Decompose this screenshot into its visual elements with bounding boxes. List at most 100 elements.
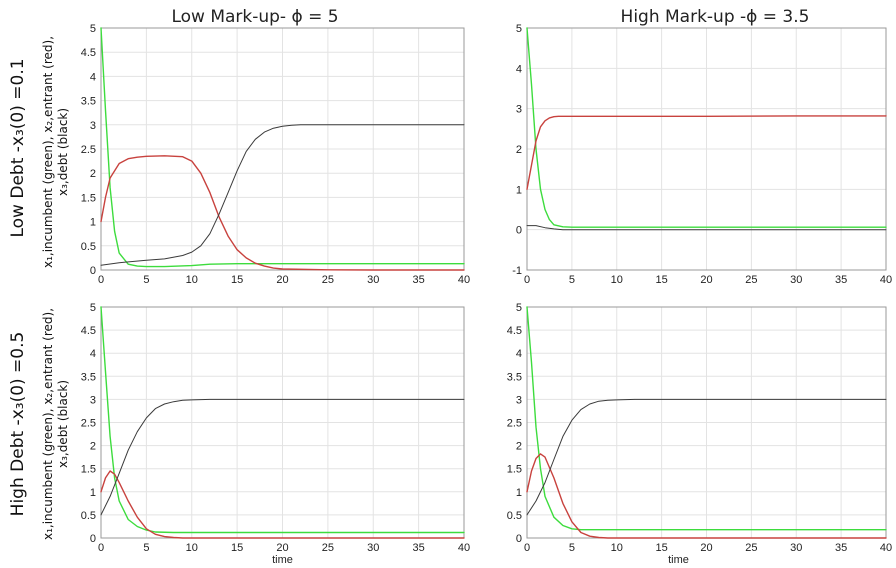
y-tick-label: 5 — [516, 23, 522, 35]
row-title-high-debt: High Debt -x₃(0) =0.5 — [8, 332, 28, 517]
x-tick-label: 5 — [569, 542, 575, 554]
x-tick-label: 35 — [835, 274, 847, 286]
x-tick-label: 30 — [367, 274, 379, 286]
entrant-line — [100, 470, 465, 539]
y-tick-label: 0.5 — [507, 510, 522, 522]
x-tick-label: 0 — [98, 274, 104, 286]
x-tick-label: 20 — [276, 542, 288, 554]
x-tick-label: 20 — [276, 274, 288, 286]
x-tick-label: 15 — [656, 542, 668, 554]
x-tick-label: 40 — [458, 274, 470, 286]
x-tick-label: 15 — [231, 542, 243, 554]
x-tick-label: 20 — [700, 542, 712, 554]
incumbent-line — [100, 306, 465, 534]
panel-low-markup-high-debt: 0 5 10 15 20 25 30 35 40 0 0.5 1 1.5 2 2.5 3 3.5 4 4.5 5 tim… — [81, 302, 470, 566]
x-tick-label: 15 — [656, 274, 668, 286]
y-tick-label: 3.5 — [81, 96, 96, 108]
y-tick-label: 0 — [516, 225, 522, 237]
y-tick-label: 1 — [516, 184, 522, 196]
x-tick-label: 10 — [611, 542, 623, 554]
y-tick-label: -1 — [512, 265, 522, 277]
y-tick-label: 1.5 — [81, 192, 96, 204]
debt-line — [526, 398, 887, 516]
y-tick-label: 4.5 — [81, 47, 96, 59]
y-tick-label: 3 — [90, 394, 96, 406]
y-tick-label: 1 — [90, 217, 96, 229]
plot-area-frame — [526, 27, 887, 271]
x-tick-label: 5 — [569, 274, 575, 286]
x-tick-label: 35 — [413, 542, 425, 554]
x-tick-label: 5 — [143, 542, 149, 554]
incumbent-line — [526, 306, 887, 531]
incumbent-line — [526, 27, 887, 228]
y-tick-label: 4 — [90, 348, 96, 360]
column-title-low-markup: Low Mark-up- ϕ = 5 — [171, 7, 338, 27]
entrant-line — [526, 453, 887, 539]
x-tick-label: 40 — [880, 274, 892, 286]
x-tick-label: 25 — [322, 542, 334, 554]
x-tick-label: 30 — [790, 542, 802, 554]
y-tick-label: 4 — [90, 71, 96, 83]
x-tick-label: 0 — [524, 274, 530, 286]
x-axis-label: time — [668, 554, 689, 566]
panel-low-markup-low-debt: 0 5 10 15 20 25 30 35 40 0 0.5 1 1.5 2 2.5 3 3.5 4 4.5 5 — [81, 23, 470, 286]
column-title-high-markup: High Mark-up -ϕ = 3.5 — [621, 7, 810, 27]
x-tick-label: 25 — [745, 274, 757, 286]
y-tick-label: 2.5 — [81, 144, 96, 156]
y-tick-label: 0.5 — [81, 241, 96, 253]
panel-high-markup-high-debt: 0 5 10 15 20 25 30 35 40 0 0.5 1 1.5 2 2.5 3 3.5 4 4.5 5 tim… — [507, 302, 892, 566]
x-tick-label: 40 — [880, 542, 892, 554]
y-tick-label: 1 — [90, 487, 96, 499]
y-tick-label: 4.5 — [81, 325, 96, 337]
x-axis-label: time — [272, 554, 293, 566]
x-tick-label: 10 — [186, 542, 198, 554]
y-tick-label: 5 — [90, 302, 96, 314]
y-tick-label: 1.5 — [507, 464, 522, 476]
x-tick-label: 35 — [835, 542, 847, 554]
plot-area-frame — [100, 27, 465, 271]
y-tick-label: 2 — [516, 144, 522, 156]
y-tick-label: 0 — [90, 533, 96, 545]
debt-line — [100, 398, 465, 516]
x-tick-label: 30 — [790, 274, 802, 286]
x-tick-label: 35 — [413, 274, 425, 286]
debt-line — [526, 225, 887, 231]
x-tick-label: 10 — [186, 274, 198, 286]
y-tick-label: 2 — [90, 168, 96, 180]
y-tick-label: 2.5 — [81, 418, 96, 430]
x-tick-label: 40 — [458, 542, 470, 554]
y-tick-label: 2.5 — [507, 418, 522, 430]
incumbent-line — [100, 27, 465, 268]
y-tick-label: 0 — [516, 533, 522, 545]
y-tick-label: 2 — [516, 441, 522, 453]
y-tick-label: 0 — [90, 265, 96, 277]
x-tick-label: 5 — [143, 274, 149, 286]
y-tick-label: 3 — [516, 104, 522, 116]
x-tick-label: 0 — [524, 542, 530, 554]
entrant-line — [526, 115, 887, 190]
y-tick-label: 5 — [90, 23, 96, 35]
y-tick-label: 4 — [516, 63, 522, 75]
y-tick-label: 3.5 — [81, 371, 96, 383]
y-axis-label-top-line1: x₁,incumbent (green), x₂,entrant (red), — [41, 36, 55, 268]
y-tick-label: 1.5 — [81, 464, 96, 476]
y-axis-label-bottom-line1: x₁,incumbent (green), x₂,entrant (red), — [41, 308, 55, 540]
y-tick-label: 5 — [516, 302, 522, 314]
x-tick-label: 20 — [700, 274, 712, 286]
x-tick-label: 30 — [367, 542, 379, 554]
y-axis-label-bottom-line2: x₃,debt (black) — [56, 380, 70, 468]
entrant-line — [100, 155, 465, 271]
y-tick-label: 0.5 — [81, 510, 96, 522]
y-tick-label: 4.5 — [507, 325, 522, 337]
x-tick-label: 25 — [322, 274, 334, 286]
y-axis-label-top-line2: x₃,debt (black) — [56, 108, 70, 196]
debt-line — [100, 124, 465, 266]
y-tick-label: 2 — [90, 441, 96, 453]
x-tick-label: 0 — [98, 542, 104, 554]
x-tick-label: 25 — [745, 542, 757, 554]
y-tick-label: 3.5 — [507, 371, 522, 383]
row-title-low-debt: Low Debt -x₃(0) =0.1 — [8, 58, 28, 237]
y-tick-label: 3 — [516, 394, 522, 406]
